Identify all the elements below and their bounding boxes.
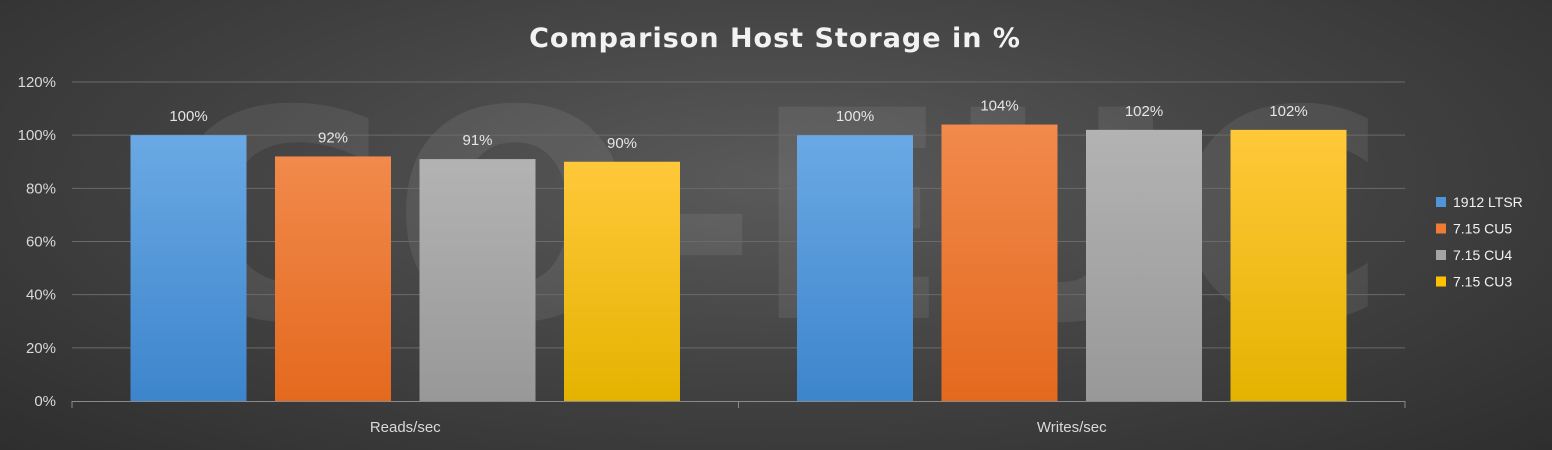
y-tick-label: 0% bbox=[34, 393, 56, 410]
y-tick-label: 120% bbox=[18, 74, 56, 91]
legend-label: 7.15 CU4 bbox=[1453, 247, 1512, 263]
legend-swatch bbox=[1436, 250, 1446, 260]
y-tick-label: 60% bbox=[26, 234, 56, 251]
data-label: 90% bbox=[607, 135, 637, 152]
bar-7-15-cu3-writes-sec bbox=[1230, 129, 1347, 401]
x-category-label: Writes/sec bbox=[1037, 419, 1107, 436]
data-label: 100% bbox=[169, 108, 207, 125]
legend-swatch bbox=[1436, 223, 1446, 234]
data-label: 100% bbox=[836, 108, 874, 125]
legend: 1912 LTSR 7.15 CU5 7.15 CU4 7.15 CU3 bbox=[1436, 194, 1523, 290]
y-tick-label: 40% bbox=[26, 287, 56, 304]
data-label: 91% bbox=[462, 132, 492, 149]
data-label: 102% bbox=[1269, 103, 1307, 120]
x-axis: Reads/sec Writes/sec bbox=[71, 401, 1406, 436]
legend-item: 7.15 CU3 bbox=[1436, 274, 1512, 290]
legend-swatch bbox=[1436, 276, 1446, 287]
bar-7-15-cu5-reads-sec bbox=[275, 156, 391, 401]
x-category-label: Reads/sec bbox=[370, 419, 441, 436]
legend-item: 7.15 CU4 bbox=[1436, 247, 1512, 263]
bar-7-15-cu4-reads-sec bbox=[419, 159, 536, 401]
legend-label: 7.15 CU5 bbox=[1453, 221, 1512, 237]
bar-1912-ltsr-writes-sec bbox=[797, 135, 913, 401]
bars bbox=[130, 124, 1347, 402]
chart-title: Comparison Host Storage in % bbox=[529, 23, 1021, 54]
y-tick-label: 100% bbox=[18, 127, 56, 144]
legend-item: 1912 LTSR bbox=[1436, 194, 1523, 210]
y-tick-label: 20% bbox=[26, 340, 56, 357]
bar-1912-ltsr-reads-sec bbox=[130, 135, 247, 401]
bar-7-15-cu3-reads-sec bbox=[564, 161, 680, 401]
data-label: 102% bbox=[1125, 103, 1163, 120]
legend-swatch bbox=[1436, 197, 1446, 207]
y-tick-label: 80% bbox=[26, 180, 56, 197]
legend-item: 7.15 CU5 bbox=[1436, 221, 1512, 237]
data-label: 104% bbox=[980, 98, 1018, 115]
data-labels: 100% 92% 91% 90% 100% 104% 102% 102% bbox=[169, 98, 1307, 152]
bar-7-15-cu4-writes-sec bbox=[1086, 129, 1202, 401]
legend-label: 7.15 CU3 bbox=[1453, 274, 1512, 290]
data-label: 92% bbox=[318, 129, 348, 146]
legend-label: 1912 LTSR bbox=[1453, 194, 1523, 210]
bar-7-15-cu5-writes-sec bbox=[941, 124, 1058, 402]
y-axis: 0% 20% 40% 60% 80% 100% 120% bbox=[18, 74, 56, 410]
